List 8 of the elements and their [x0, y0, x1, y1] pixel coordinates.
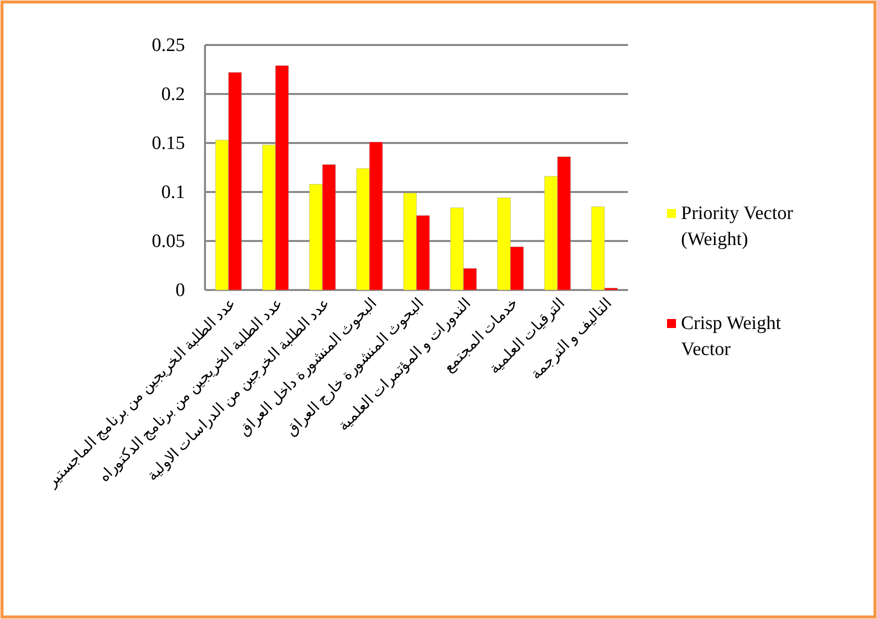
y-tick-label: 0.15 [152, 133, 185, 154]
legend-label: Priority Vector (Weight) [681, 203, 794, 250]
y-tick-label: 0.25 [152, 35, 185, 56]
y-tick-label: 0.2 [161, 84, 185, 105]
y-tick-label: 0.1 [161, 182, 185, 203]
y-tick-label: 0 [176, 280, 185, 301]
legend-label: Crisp Weight Vector [681, 313, 782, 360]
y-tick-label: 0.05 [152, 231, 185, 252]
